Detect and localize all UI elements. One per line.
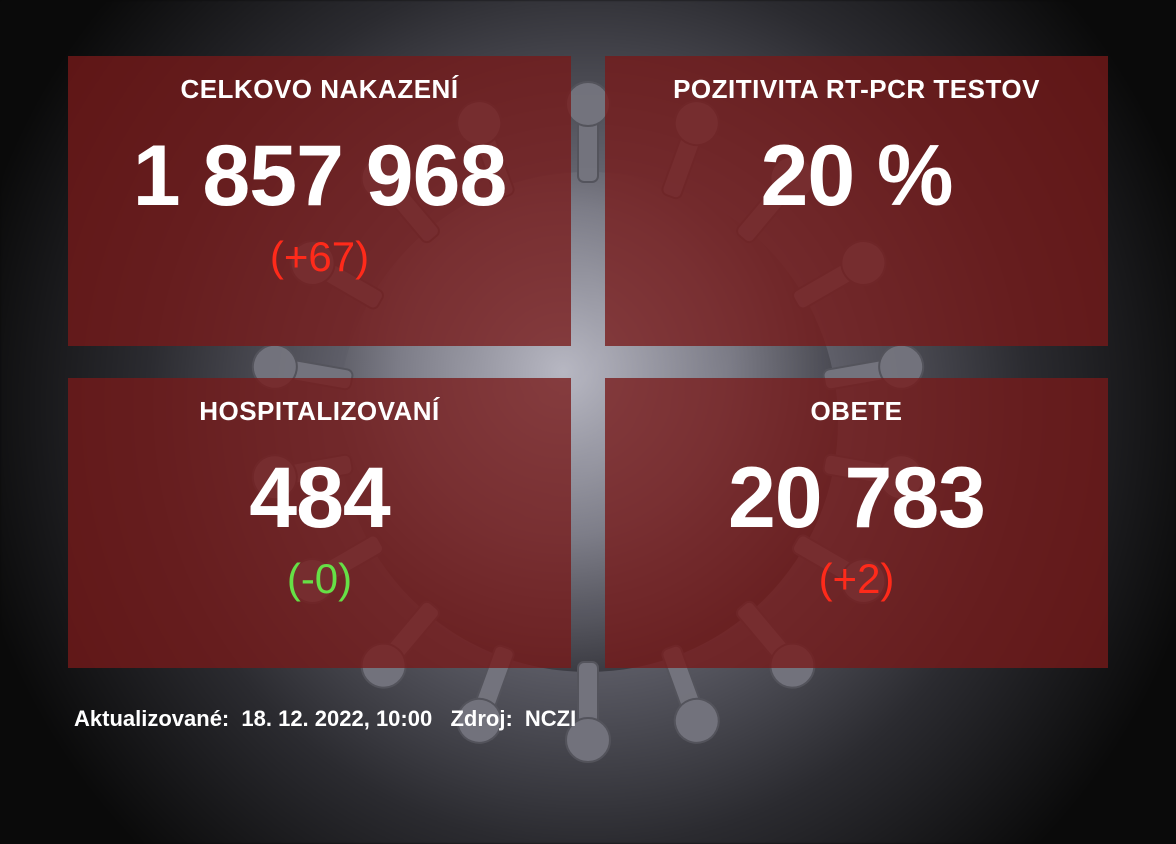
covid-dashboard: CELKOVO NAKAZENÍ 1 857 968 (+67) POZITIV…	[0, 0, 1176, 844]
card-delta: (+67)	[270, 233, 369, 281]
card-total-infected: CELKOVO NAKAZENÍ 1 857 968 (+67)	[68, 56, 571, 346]
card-label: POZITIVITA RT-PCR TESTOV	[673, 74, 1040, 105]
card-hospitalized: HOSPITALIZOVANÍ 484 (-0)	[68, 378, 571, 668]
card-label: CELKOVO NAKAZENÍ	[180, 74, 458, 105]
card-delta: (+2)	[819, 555, 895, 603]
card-label: OBETE	[810, 396, 902, 427]
top-row: CELKOVO NAKAZENÍ 1 857 968 (+67) POZITIV…	[68, 56, 1108, 346]
card-value: 20 %	[760, 133, 952, 219]
bottom-row: HOSPITALIZOVANÍ 484 (-0) OBETE 20 783 (+…	[68, 378, 1108, 668]
updated-value: 18. 12. 2022, 10:00	[241, 706, 432, 731]
card-deaths: OBETE 20 783 (+2)	[605, 378, 1108, 668]
source-value: NCZI	[525, 706, 576, 731]
card-label: HOSPITALIZOVANÍ	[199, 396, 440, 427]
card-positivity: POZITIVITA RT-PCR TESTOV 20 %	[605, 56, 1108, 346]
card-delta: (-0)	[287, 555, 352, 603]
source-label: Zdroj:	[450, 706, 512, 731]
updated-label: Aktualizované:	[74, 706, 229, 731]
card-value: 484	[249, 455, 390, 541]
card-value: 20 783	[728, 455, 985, 541]
footer-meta: Aktualizované: 18. 12. 2022, 10:00 Zdroj…	[68, 706, 1108, 732]
card-value: 1 857 968	[133, 133, 507, 219]
